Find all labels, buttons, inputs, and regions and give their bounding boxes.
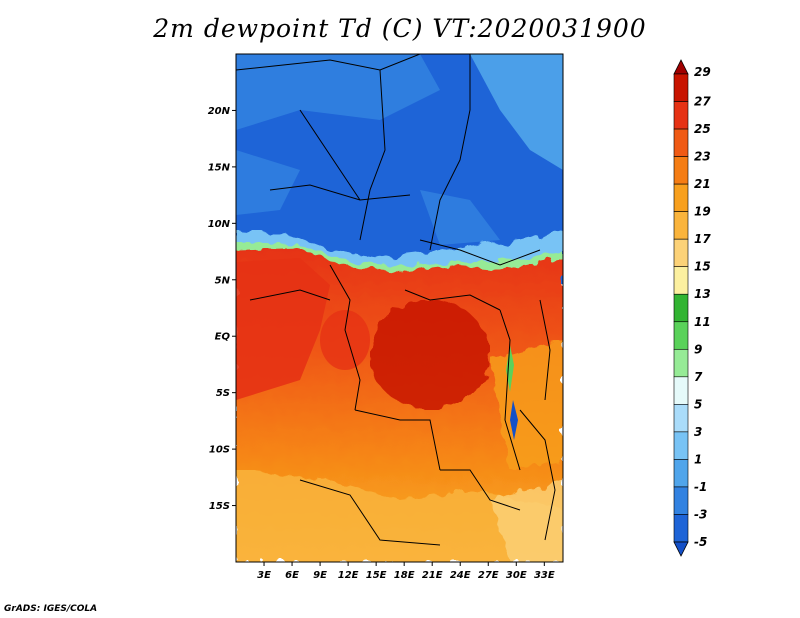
lat-tick-label: EQ <box>215 332 231 343</box>
colorbar-over-arrow <box>673 59 689 75</box>
lon-tick-label: 18E <box>394 570 415 581</box>
lon-tick-label: 12E <box>338 570 359 581</box>
lat-tick-label: 20N <box>208 106 231 117</box>
colorbar-level-label: 7 <box>694 370 703 384</box>
colorbar-segment <box>673 486 689 515</box>
colorbar-level-label: 25 <box>694 122 711 136</box>
colorbar-level-label: 21 <box>694 177 711 191</box>
lon-tick-label: 6E <box>285 570 299 581</box>
colorbar-segment <box>673 293 689 323</box>
lat-tick-label: 15S <box>209 501 230 512</box>
lon-tick-label: 21E <box>422 570 443 581</box>
colorbar-segment <box>673 156 689 185</box>
lon-tick-label: 3E <box>257 570 271 581</box>
colorbar-segment <box>673 73 689 102</box>
colorbar-segment <box>673 376 689 405</box>
colorbar-level-label: -5 <box>694 535 707 549</box>
colorbar-segment <box>673 238 689 268</box>
colorbar-level-label: 5 <box>694 397 702 411</box>
colorbar-level-label: 17 <box>694 232 711 246</box>
colorbar-level-label: 11 <box>694 315 711 329</box>
map-frame <box>235 53 564 563</box>
colorbar-segment <box>673 348 689 378</box>
lon-tick-label: 24E <box>450 570 471 581</box>
colorbar-level-label: 29 <box>694 65 711 79</box>
grads-credit: GrADS: IGES/COLA <box>4 604 98 614</box>
colorbar: 29 27 25 23 21 19 17 15 13 11 9 7 5 3 1 -1 -3 -5 <box>673 59 711 557</box>
map-title: 2m dewpoint Td (C) VT:2020031900 <box>153 14 647 43</box>
colorbar-level-label: -1 <box>694 480 707 494</box>
colorbar-segment <box>673 459 689 488</box>
colorbar-level-label: 13 <box>694 287 711 301</box>
colorbar-segment <box>673 183 689 212</box>
colorbar-level-label: -3 <box>694 507 707 521</box>
lon-tick-label: 15E <box>366 570 387 581</box>
colorbar-level-label: 15 <box>694 260 711 274</box>
colorbar-segment <box>673 101 689 130</box>
longitude-axis: 3E 6E 9E 12E 15E 18E 21E 24E 27E 30E 33E <box>257 562 555 581</box>
colorbar-level-label: 1 <box>694 452 702 466</box>
colorbar-segment <box>673 514 689 543</box>
colorbar-level-label: 23 <box>694 150 711 164</box>
colorbar-segment <box>673 321 689 350</box>
lat-tick-label: 5N <box>215 275 231 286</box>
colorbar-segment <box>673 211 689 240</box>
latitude-axis: 20N 15N 10N 5N EQ 5S 10S 15S <box>208 106 236 512</box>
lat-tick-label: 5S <box>216 388 230 399</box>
lat-tick-label: 10S <box>209 445 230 456</box>
lat-tick-label: 10N <box>208 219 231 230</box>
lon-tick-label: 9E <box>313 570 327 581</box>
colorbar-segment <box>673 128 689 157</box>
colorbar-segment <box>673 266 689 295</box>
colorbar-level-label: 9 <box>694 342 702 356</box>
lon-tick-label: 30E <box>506 570 527 581</box>
colorbar-segment <box>673 404 689 433</box>
lat-tick-label: 15N <box>208 162 231 173</box>
colorbar-under-arrow <box>673 541 689 557</box>
colorbar-level-label: 27 <box>694 95 711 109</box>
colorbar-level-label: 3 <box>694 425 702 439</box>
dewpoint-field <box>236 54 563 562</box>
lon-tick-label: 33E <box>534 570 555 581</box>
colorbar-segment <box>673 431 689 460</box>
lon-tick-label: 27E <box>478 570 499 581</box>
colorbar-level-label: 19 <box>694 205 711 219</box>
